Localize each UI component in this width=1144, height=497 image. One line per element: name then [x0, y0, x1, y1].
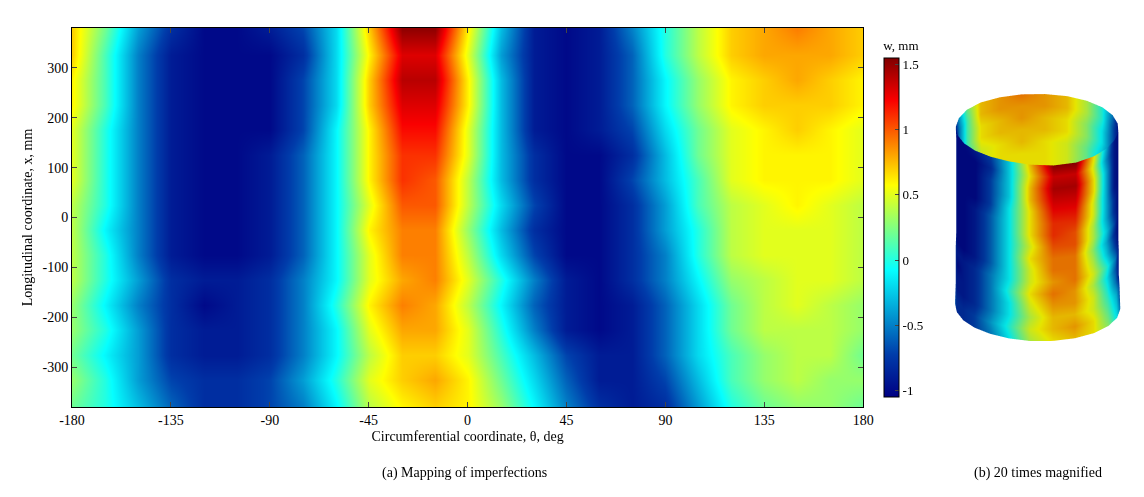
svg-text:0: 0 [464, 413, 471, 428]
svg-text:(a) Mapping of imperfections: (a) Mapping of imperfections [382, 465, 547, 481]
svg-text:90: 90 [658, 413, 672, 428]
svg-text:180: 180 [853, 413, 874, 428]
svg-text:-300: -300 [43, 360, 69, 375]
svg-text:45: 45 [559, 413, 573, 428]
svg-text:1: 1 [903, 122, 910, 137]
svg-text:200: 200 [47, 111, 68, 126]
svg-text:-180: -180 [59, 413, 85, 428]
svg-text:-200: -200 [43, 310, 69, 325]
svg-text:Circumferential coordinate, θ,: Circumferential coordinate, θ, deg [372, 429, 564, 444]
svg-text:-0.5: -0.5 [903, 318, 924, 333]
svg-text:Longitudinal coordinate, x, mm: Longitudinal coordinate, x, mm [20, 129, 35, 307]
svg-text:0.5: 0.5 [903, 187, 919, 202]
svg-text:-90: -90 [260, 413, 279, 428]
svg-text:1.5: 1.5 [903, 57, 919, 72]
svg-text:w, mm: w, mm [883, 38, 918, 53]
svg-text:0: 0 [61, 210, 68, 225]
svg-text:0: 0 [903, 253, 910, 268]
svg-text:(b) 20 times magnified: (b) 20 times magnified [974, 465, 1102, 481]
svg-text:-1: -1 [903, 383, 914, 398]
svg-text:-135: -135 [158, 413, 184, 428]
svg-text:-45: -45 [359, 413, 378, 428]
svg-text:135: 135 [754, 413, 775, 428]
svg-text:100: 100 [47, 161, 68, 176]
svg-text:-100: -100 [43, 260, 69, 275]
svg-text:300: 300 [47, 61, 68, 76]
